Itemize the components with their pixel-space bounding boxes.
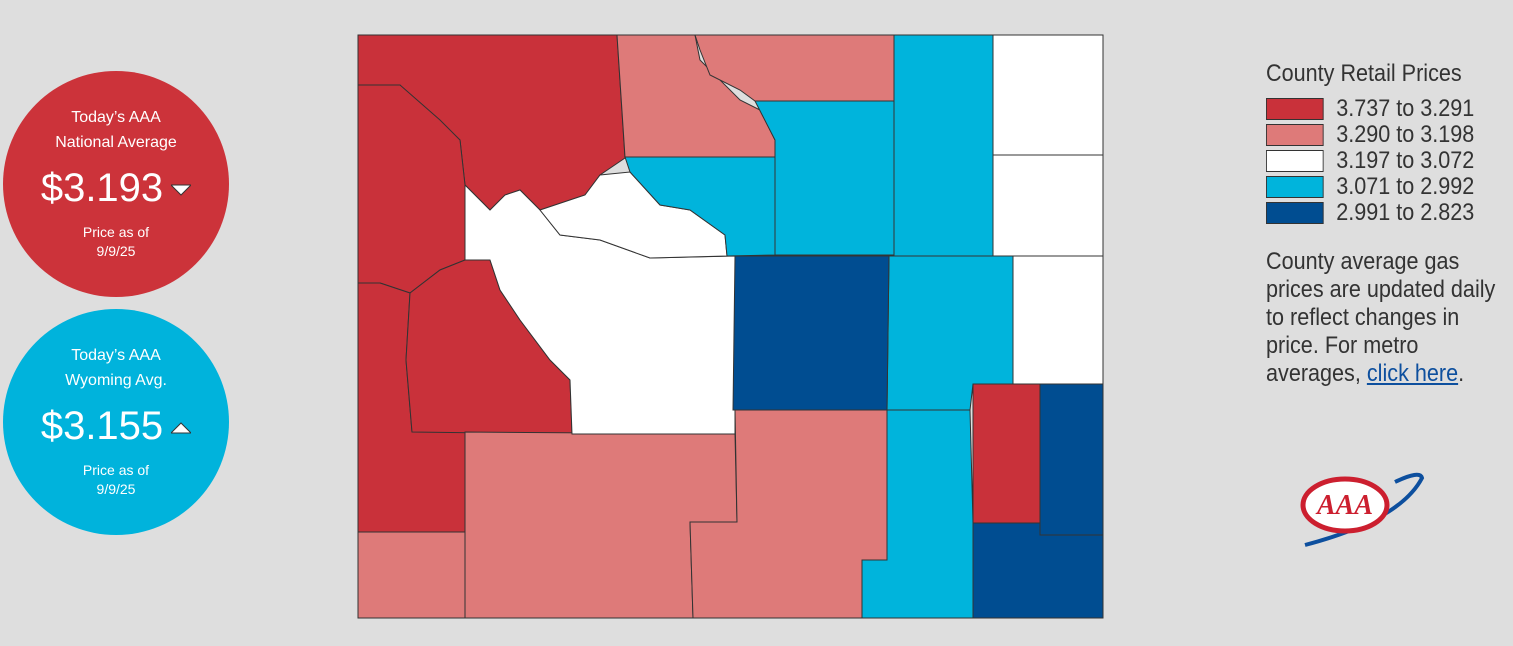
badge-price-row: $3.193 xyxy=(3,163,229,213)
badge-title-line: Today’s AAA xyxy=(71,109,161,126)
county xyxy=(357,531,466,619)
badge-title-line: National Average xyxy=(55,134,177,151)
badge-note: Price as of 9/9/25 xyxy=(3,223,229,261)
county xyxy=(754,100,895,256)
county xyxy=(893,34,994,257)
trend-arrow xyxy=(169,422,193,434)
county xyxy=(992,154,1104,257)
badge-title-line: Today’s AAA xyxy=(71,347,161,364)
legend-swatch xyxy=(1266,202,1324,224)
note-text: County average gas prices are updated da… xyxy=(1266,248,1496,387)
badge-price: $3.193 xyxy=(40,166,164,210)
badge-title-line: Wyoming Avg. xyxy=(65,372,167,389)
legend-swatch xyxy=(1266,176,1324,198)
arrow xyxy=(169,422,193,434)
county xyxy=(1012,255,1104,385)
legend-item: 3.071 to 2.992 xyxy=(1266,173,1475,200)
badge-note: Price as of 9/9/25 xyxy=(3,461,229,499)
note-end: . xyxy=(1458,360,1465,387)
legend-swatch xyxy=(1266,98,1324,120)
legend-label: 3.737 to 3.291 xyxy=(1336,95,1475,122)
price-badge: Today’s AAA Wyoming Avg. $3.155 Price as of… xyxy=(3,309,229,535)
badge-title: Today’s AAA Wyoming Avg. xyxy=(3,343,229,393)
badge-price-row: $3.155 xyxy=(3,401,229,451)
arrow xyxy=(169,184,193,197)
price-badge: Today’s AAA National Average $3.193 Price a… xyxy=(3,71,229,297)
legend-title: County Retail Prices xyxy=(1266,60,1462,87)
badge-note-line: 9/9/25 xyxy=(96,243,136,259)
legend: County Retail Prices 3.737 to 3.291 3.290… xyxy=(1266,60,1474,226)
aaa-logo: AAA xyxy=(1300,472,1425,547)
legend-label: 3.290 to 3.198 xyxy=(1336,121,1475,148)
county xyxy=(992,34,1104,156)
badge-title: Today’s AAA National Average xyxy=(3,105,229,155)
county xyxy=(972,522,1104,619)
badge-note-line: Price as of xyxy=(82,224,150,240)
legend-item: 2.991 to 2.823 xyxy=(1266,199,1475,226)
legend-swatch xyxy=(1266,150,1324,172)
legend-label: 2.991 to 2.823 xyxy=(1336,199,1475,226)
link[interactable]: click here xyxy=(1366,360,1459,387)
legend-item: 3.737 to 3.291 xyxy=(1266,95,1475,122)
badge-price: $3.155 xyxy=(40,404,164,448)
trend-arrow xyxy=(169,184,193,197)
county xyxy=(1039,383,1104,536)
badge-note-line: 9/9/25 xyxy=(96,481,136,497)
note: County average gas prices are updated da… xyxy=(1266,248,1505,388)
county xyxy=(861,409,974,619)
legend-label: 3.071 to 2.992 xyxy=(1336,173,1475,200)
legend-swatch xyxy=(1266,124,1324,146)
legend-label: 3.197 to 3.072 xyxy=(1336,147,1475,174)
county xyxy=(972,383,1041,524)
legend-item: 3.290 to 3.198 xyxy=(1266,121,1475,148)
legend-item: 3.197 to 3.072 xyxy=(1266,147,1475,174)
county xyxy=(732,255,890,411)
badge-note-line: Price as of xyxy=(82,462,150,478)
logo-text: AAA xyxy=(1315,490,1373,521)
